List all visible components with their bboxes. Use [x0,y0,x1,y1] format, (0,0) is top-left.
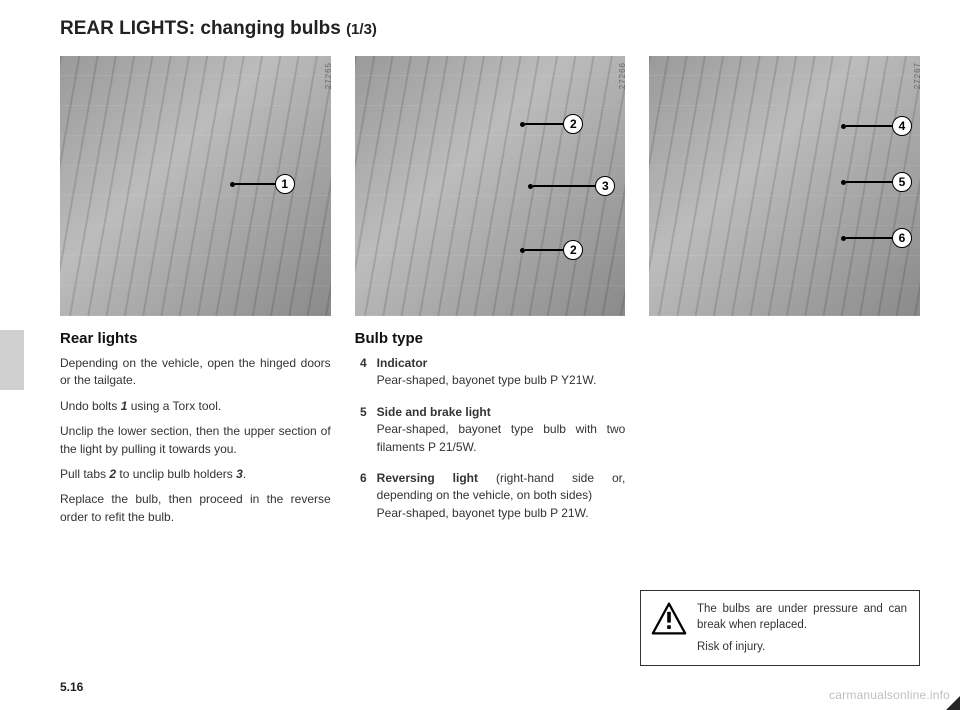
rear-lights-heading: Rear lights [60,330,331,347]
para: Pull tabs 2 to unclip bulb holders 3. [60,466,331,483]
bulb-list: 4 Indicator Pear-shaped, bayonet type bu… [355,355,626,522]
figure-2: 27266 2 3 2 [355,56,626,316]
callout-2b: 2 [520,240,583,260]
columns: 27265 1 Rear lights Depending on the veh… [60,56,920,536]
page-number: 5.16 [60,680,83,694]
callout-5: 5 [841,172,912,192]
figure-2-id: 27266 [618,62,625,89]
callout-2a: 2 [520,114,583,134]
para: Undo bolts 1 using a Torx tool. [60,398,331,415]
page-title: REAR LIGHTS: changing bulbs (1/3) [60,18,920,40]
callout-6: 6 [841,228,912,248]
figure-3: 27267 4 5 6 [649,56,920,316]
column-3: 27267 4 5 6 [649,56,920,536]
para: Depending on the vehicle, open the hinge… [60,355,331,390]
para: Unclip the lower section, then the upper… [60,423,331,458]
callout-bubble: 1 [275,174,295,194]
watermark: carmanualsonline.info [829,688,950,702]
warning-icon [651,601,687,637]
figure-1: 27265 1 [60,56,331,316]
title-main: REAR LIGHTS: changing bulbs [60,18,341,39]
figure-1-id: 27265 [324,62,331,89]
warning-box: The bulbs are under pressure and can bre… [640,590,920,666]
title-sub: (1/3) [346,21,377,38]
bulb-item-6: 6 Reversing light (right-hand side or, d… [355,470,626,522]
column-2: 27266 2 3 2 Bulb type 4 [355,56,626,536]
page-content: REAR LIGHTS: changing bulbs (1/3) 27265 … [0,0,960,546]
warning-line-1: The bulbs are under pressure and can bre… [697,601,907,633]
callout-3: 3 [528,176,615,196]
warning-line-2: Risk of injury. [697,639,907,655]
bulb-item-4: 4 Indicator Pear-shaped, bayonet type bu… [355,355,626,390]
para: Replace the bulb, then proceed in the re… [60,491,331,526]
callout-1: 1 [230,174,295,194]
callout-4: 4 [841,116,912,136]
bulb-item-5: 5 Side and brake light Pear-shaped, bayo… [355,404,626,456]
figure-3-id: 27267 [913,62,920,89]
column-1: 27265 1 Rear lights Depending on the veh… [60,56,331,536]
warning-text: The bulbs are under pressure and can bre… [697,601,907,655]
corner-cut [946,696,960,710]
bulb-type-heading: Bulb type [355,330,626,347]
side-tab [0,330,24,390]
